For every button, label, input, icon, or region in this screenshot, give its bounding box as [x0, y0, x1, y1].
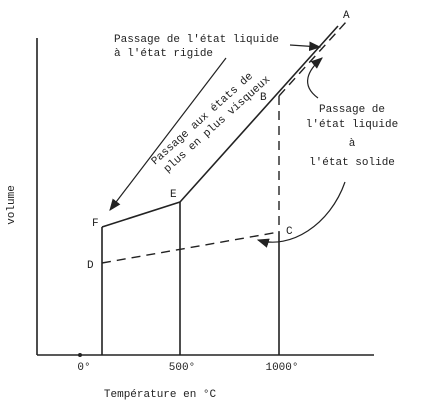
x-tick: 500° — [169, 362, 195, 374]
arrow — [307, 57, 323, 99]
arrow — [256, 181, 346, 248]
curve — [101, 201, 181, 228]
arrow — [289, 41, 322, 52]
point-label: F — [92, 218, 99, 230]
point-label: A — [343, 10, 350, 22]
arrow — [109, 57, 227, 211]
x-tick: 1000° — [265, 362, 298, 374]
curve — [179, 25, 339, 203]
annotation: l'état solide — [309, 157, 395, 169]
dashed-curve — [278, 21, 347, 97]
dashed-curve — [101, 231, 280, 264]
annotation: l'état liquide — [306, 119, 398, 131]
annotation: Passage de — [319, 104, 385, 116]
y-label: volume — [6, 185, 18, 225]
annotation: Passage aux états de — [150, 71, 256, 168]
x-label: Température en °C — [104, 389, 217, 401]
origin-dot — [78, 353, 82, 357]
x-tick: 0° — [77, 362, 90, 374]
point-label: E — [170, 189, 177, 201]
point-label: B — [260, 92, 267, 104]
annotation: à l'état rigide — [114, 48, 213, 60]
point-label: C — [286, 226, 293, 238]
annotation: à — [349, 138, 356, 150]
annotation: Passage de l'état liquide — [114, 34, 279, 46]
point-label: D — [87, 260, 94, 272]
